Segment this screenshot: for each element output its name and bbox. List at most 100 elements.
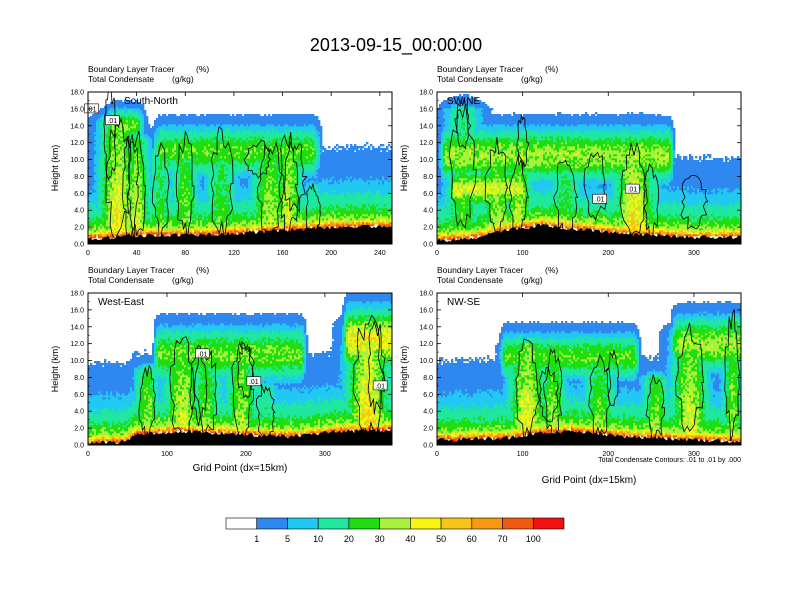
panel-1-tracer-field [88, 100, 392, 241]
y-tick-label: 18.0 [70, 291, 84, 298]
panel-2: Boundary Layer Tracer (%) Total Condensate… [399, 64, 742, 257]
x-tick-label: 300 [688, 451, 700, 458]
y-tick-label: 6.0 [423, 392, 433, 399]
panel-2-field2-units: (g/kg) [521, 74, 543, 84]
y-tick-label: 4.0 [423, 409, 433, 416]
x-axis-label: Grid Point (dx=15km) [193, 463, 288, 474]
colorbar-label: 10 [313, 534, 323, 544]
panel-4-title: NW-SE [447, 297, 480, 308]
y-tick-label: 18.0 [70, 90, 84, 97]
panel-1-field-units: (%) [196, 64, 209, 74]
panel-4-tracer-field [437, 301, 741, 444]
y-tick-label: 16.0 [419, 307, 433, 314]
panel-3-tracer-field [88, 293, 392, 445]
panel-2-location-marker [583, 235, 591, 243]
colorbar-label: 20 [344, 534, 354, 544]
y-tick-label: 2.0 [74, 225, 84, 232]
panel-3-condensate-contours [138, 314, 386, 444]
colorbar-swatch [471, 517, 503, 530]
panels-group: Boundary Layer Tracer (%) Total Condensate… [50, 64, 742, 486]
x-tick-label: 100 [161, 451, 173, 458]
panel-4: Boundary Layer Tracer (%) Total Condensate… [399, 265, 742, 486]
y-axis-label: Height (km) [399, 346, 409, 393]
colorbar-label: 50 [436, 534, 446, 544]
panel-4-field2-label: Total Condensate [437, 275, 503, 285]
y-tick-label: 18.0 [419, 90, 433, 97]
colorbar-swatch [256, 517, 288, 530]
contour-label-box [246, 376, 262, 386]
panel-3-title: West-East [98, 297, 144, 308]
colorbar-label: 30 [375, 534, 385, 544]
panel-1: Boundary Layer Tracer (%) Total Condensate… [50, 64, 393, 257]
x-tick-label: 200 [602, 250, 614, 257]
panel-3-location-marker [238, 436, 246, 444]
colorbar-swatch [440, 517, 473, 530]
x-tick-label: 200 [240, 451, 252, 458]
y-tick-label: 10.0 [419, 358, 433, 365]
x-axis-label: Grid Point (dx=15km) [542, 475, 637, 486]
panel-3-terrain [88, 429, 392, 445]
panel-4-field-units: (%) [545, 265, 558, 275]
y-tick-label: 8.0 [423, 375, 433, 382]
contour-label-box [195, 348, 210, 359]
y-tick-label: 12.0 [70, 140, 84, 147]
y-tick-label: 2.0 [423, 426, 433, 433]
y-tick-label: 2.0 [74, 426, 84, 433]
x-tick-label: 200 [602, 451, 614, 458]
y-tick-label: 16.0 [70, 106, 84, 113]
panel-4-field-label: Boundary Layer Tracer [437, 265, 524, 275]
panel-1-title: South-North [124, 96, 178, 107]
panel-4-condensate-contours [515, 309, 741, 442]
colorbar-swatch [532, 517, 565, 530]
y-tick-label: 18.0 [419, 291, 433, 298]
panel-1-location-marker [236, 235, 244, 243]
x-tick-label: 240 [374, 250, 386, 257]
y-tick-label: 6.0 [423, 191, 433, 198]
colorbar-label: 1 [254, 534, 259, 544]
contour-label: .01 [627, 187, 637, 194]
contour-info-text: Total Condensate Contours: .01 to .01 by… [598, 457, 741, 464]
x-tick-label: 300 [319, 451, 331, 458]
y-tick-label: 0.0 [423, 443, 433, 450]
y-tick-label: 0.0 [74, 242, 84, 249]
colorbar-label: 100 [526, 534, 541, 544]
contour-label: .01 [198, 351, 208, 358]
x-tick-label: 0 [435, 451, 439, 458]
y-tick-label: 4.0 [423, 208, 433, 215]
contour-label-box [372, 380, 388, 391]
colorbar-swatch [379, 517, 411, 530]
figure-title: 2013-09-15_00:00:00 [310, 35, 482, 56]
y-tick-label: 10.0 [70, 358, 84, 365]
y-tick-label: 12.0 [419, 341, 433, 348]
y-tick-label: 4.0 [74, 409, 84, 416]
y-tick-label: 12.0 [70, 341, 84, 348]
x-tick-label: 300 [688, 250, 700, 257]
y-axis-label: Height (km) [399, 145, 409, 192]
colorbar-swatch [348, 517, 380, 530]
y-axis-label: Height (km) [50, 346, 60, 393]
panel-2-title: SW-NE [447, 96, 480, 107]
contour-label: .01 [375, 383, 385, 390]
x-tick-label: 120 [228, 250, 240, 257]
colorbar-label: 5 [285, 534, 290, 544]
x-tick-label: 0 [435, 250, 439, 257]
y-tick-label: 2.0 [423, 225, 433, 232]
panel-3-field-units: (%) [196, 265, 209, 275]
contour-label: .01 [249, 379, 259, 386]
colorbar-label: 60 [467, 534, 477, 544]
colorbar-swatch [502, 517, 534, 530]
y-tick-label: 14.0 [419, 324, 433, 331]
y-tick-label: 14.0 [419, 123, 433, 130]
contour-label-box [592, 193, 608, 204]
x-tick-label: 100 [517, 451, 529, 458]
contour-label: .01 [107, 118, 117, 125]
colorbar-swatch [410, 517, 442, 530]
panel-1-field2-units: (g/kg) [172, 74, 194, 84]
x-tick-label: 160 [277, 250, 289, 257]
colorbar-swatch [225, 517, 258, 530]
panel-3: Boundary Layer Tracer (%) Total Condensate… [50, 265, 393, 474]
y-tick-label: 6.0 [74, 191, 84, 198]
colorbar-label: 40 [405, 534, 415, 544]
y-axis-label: Height (km) [50, 145, 60, 192]
